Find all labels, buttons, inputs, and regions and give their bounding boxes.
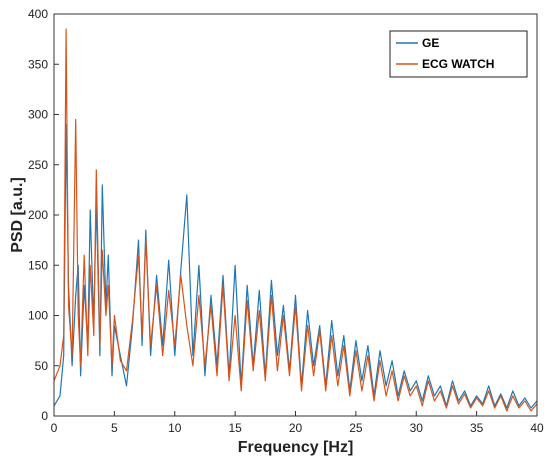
- y-tick-label: 250: [28, 158, 48, 172]
- legend-label-ecg-watch: ECG WATCH: [422, 57, 494, 71]
- x-tick-label: 30: [410, 421, 424, 435]
- y-tick-label: 100: [28, 309, 48, 323]
- x-tick-label: 35: [470, 421, 484, 435]
- legend: GE ECG WATCH: [389, 30, 528, 78]
- legend-label-ge: GE: [422, 36, 439, 50]
- y-tick-label: 400: [28, 7, 48, 21]
- x-tick-label: 25: [349, 421, 363, 435]
- y-tick-label: 150: [28, 258, 48, 272]
- x-tick-label: 10: [168, 421, 182, 435]
- y-tick-label: 0: [41, 409, 48, 423]
- x-tick-label: 40: [530, 421, 544, 435]
- y-tick-label: 350: [28, 57, 48, 71]
- series-layer: [53, 28, 538, 412]
- x-axis-ticks: 0 5 10 15 20 25 30 35 40: [51, 411, 544, 435]
- y-axis-ticks: 0 50 100 150 200 250 300 350 400: [28, 7, 59, 423]
- y-tick-label: 200: [28, 208, 48, 222]
- x-tick-label: 20: [289, 421, 303, 435]
- series-line-ecg-watch: [53, 28, 538, 412]
- y-tick-label: 50: [35, 359, 49, 373]
- x-axis-label: Frequency [Hz]: [238, 439, 354, 456]
- x-tick-label: 0: [51, 421, 58, 435]
- y-tick-label: 300: [28, 108, 48, 122]
- x-tick-label: 5: [111, 421, 118, 435]
- x-tick-label: 15: [228, 421, 242, 435]
- legend-box: [389, 30, 528, 78]
- y-axis-label: PSD [a.u.]: [9, 177, 26, 253]
